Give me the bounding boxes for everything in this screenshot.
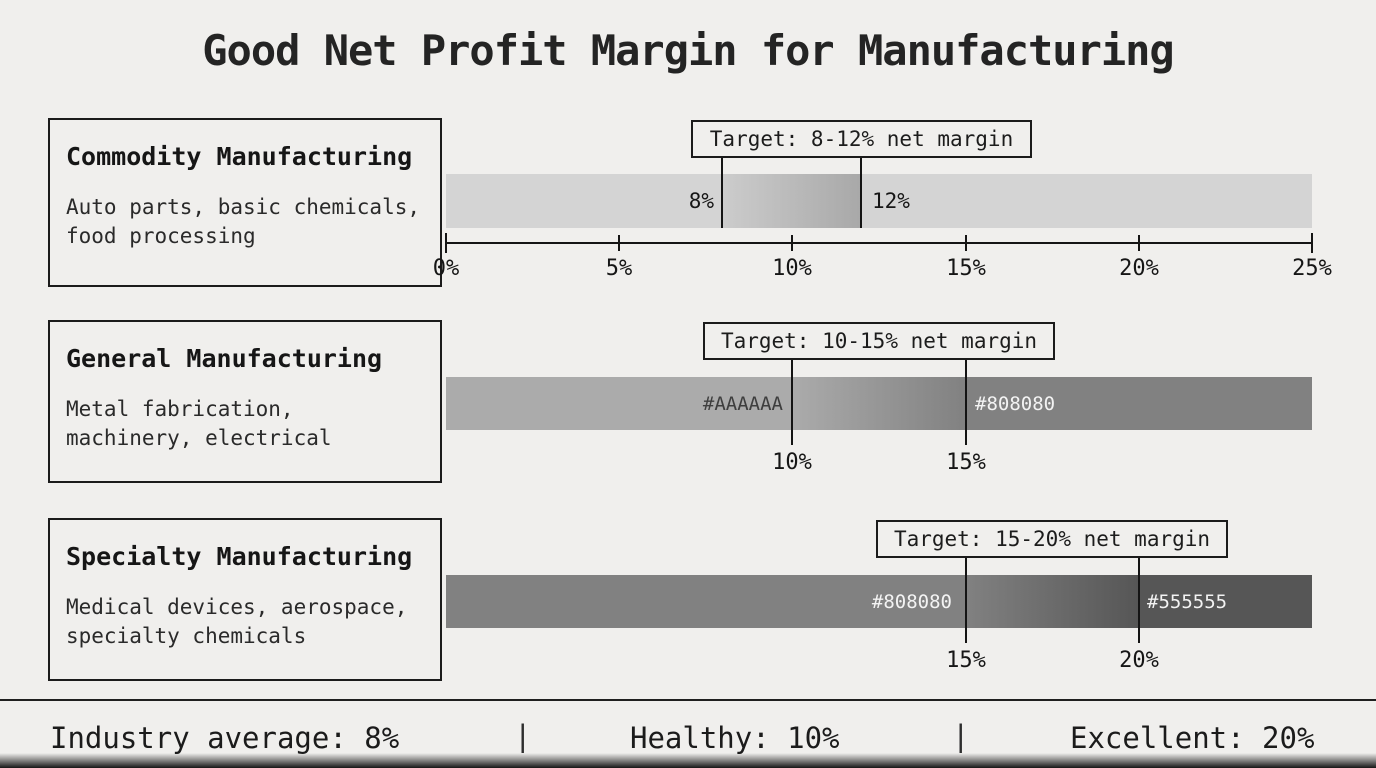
x-axis-tick-label-25: 25% [1292,256,1332,281]
x-axis-tick-5 [618,235,620,251]
marker-line-general-start [791,360,793,445]
range-start-label-general: 10% [772,450,812,475]
category-box-specialty: Specialty Manufacturing Medical devices,… [48,518,442,681]
chart-title: Good Net Profit Margin for Manufacturing [202,26,1174,75]
x-axis-tick-label-15: 15% [946,256,986,281]
x-axis-tick-label-20: 20% [1119,256,1159,281]
bar-color-label-left-specialty: #808080 [871,591,952,613]
bottom-shadow [0,753,1376,768]
benchmark-industry-average: Industry average: 8% [50,721,400,755]
range-end-label-general: 15% [946,450,986,475]
category-description-line1: Medical devices, aerospace, [66,595,408,619]
category-description-line1: Metal fabrication, [66,397,294,421]
category-description-line2: food processing [66,224,256,248]
target-label-box-commodity: Target: 8-12% net margin [691,120,1032,158]
target-label-box-general: Target: 10-15% net margin [703,322,1055,360]
x-axis-tick-10 [791,235,793,251]
x-axis-tick-label-5: 5% [605,256,633,281]
bar-color-label-left-general: #AAAAAA [702,393,783,415]
category-description: Metal fabrication, machinery, electrical [66,395,440,453]
marker-line-specialty-end [1138,558,1140,643]
category-title: Commodity Manufacturing [66,142,413,171]
bar-color-label-right-specialty: #555555 [1147,591,1228,613]
margin-bar-general [446,377,1312,430]
x-axis-tick-label-10: 10% [772,256,812,281]
category-description-line1: Auto parts, basic chemicals, [66,195,421,219]
x-axis-tick-label-0: 0% [432,256,460,281]
category-box-general: General Manufacturing Metal fabrication,… [48,320,442,483]
category-description-line2: specialty chemicals [66,624,307,648]
marker-line-commodity-start [721,156,723,228]
range-start-label-specialty: 15% [946,648,986,673]
marker-line-general-end [965,360,967,445]
margin-bar-specialty [446,575,1312,628]
margin-bar-commodity [446,174,1312,228]
footer-divider [0,699,1376,701]
x-axis-line [446,242,1312,244]
bar-color-label-right-general: #808080 [975,393,1056,415]
range-end-label-commodity: 12% [872,189,910,213]
x-axis-tick-20 [1138,235,1140,251]
category-description-line2: machinery, electrical [66,426,332,450]
benchmark-healthy: Healthy: 10% [630,721,840,755]
marker-line-specialty-start [965,558,967,643]
x-axis-endcap-left [445,233,447,253]
range-start-label-commodity: 8% [688,189,714,213]
category-title: General Manufacturing [66,344,383,373]
range-end-label-specialty: 20% [1119,648,1159,673]
target-zone-commodity [723,174,862,228]
x-axis-endcap-right [1311,233,1313,253]
target-label-box-specialty: Target: 15-20% net margin [876,520,1228,558]
marker-line-commodity-end [860,156,862,228]
footer-separator: | [514,719,532,753]
category-box-commodity: Commodity Manufacturing Auto parts, basi… [48,118,442,287]
x-axis-tick-15 [965,235,967,251]
category-title: Specialty Manufacturing [66,542,413,571]
category-description: Medical devices, aerospace, specialty ch… [66,593,440,651]
benchmark-excellent: Excellent: 20% [1070,721,1315,755]
category-description: Auto parts, basic chemicals, food proces… [66,193,440,251]
footer-separator: | [952,719,970,753]
